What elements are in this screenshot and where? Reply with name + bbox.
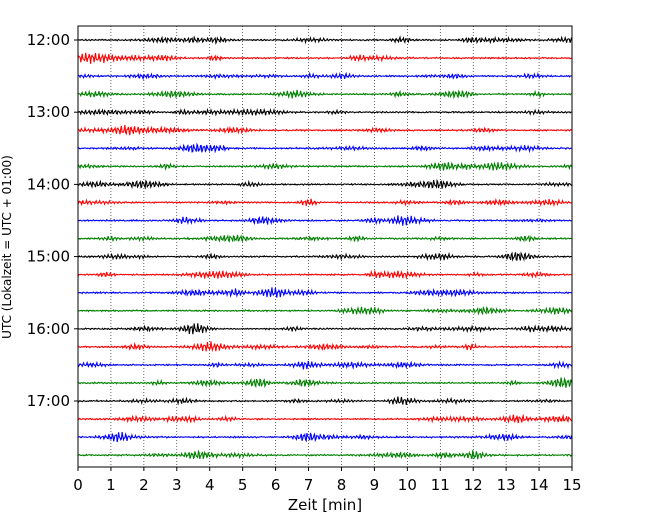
trace-line xyxy=(77,305,573,316)
x-tick-label: 4 xyxy=(205,476,215,494)
trace-line xyxy=(77,413,572,424)
trace-line xyxy=(77,360,573,370)
y-axis: 12:00 13:00 14:00 15:00 16:00 17:00 xyxy=(27,31,78,410)
x-axis-label: Zeit [min] xyxy=(288,496,362,514)
trace-line xyxy=(77,431,573,443)
trace-line xyxy=(77,124,572,136)
trace-line xyxy=(77,269,572,280)
trace-line xyxy=(77,449,572,460)
x-tick-label: 3 xyxy=(172,476,182,494)
x-tick-label: 15 xyxy=(562,476,581,494)
trace-line xyxy=(77,341,572,353)
y-tick-label: 13:00 xyxy=(27,103,70,121)
x-tick-label: 14 xyxy=(530,476,549,494)
x-tick-label: 1 xyxy=(106,476,116,494)
x-tick-label: 9 xyxy=(370,476,380,494)
trace-line xyxy=(77,52,572,64)
x-tick-label: 2 xyxy=(139,476,149,494)
plot-area xyxy=(78,26,572,467)
plot-frame xyxy=(77,25,573,468)
trace-line xyxy=(77,396,572,406)
trace-line xyxy=(77,234,572,243)
x-tick-label: 7 xyxy=(304,476,314,494)
seismic-traces xyxy=(77,35,573,460)
y-tick-label: 12:00 xyxy=(27,31,70,49)
y-tick-label: 16:00 xyxy=(27,320,70,338)
trace-line xyxy=(77,35,573,45)
y-tick-label: 17:00 xyxy=(27,392,70,410)
y-tick-label: 14:00 xyxy=(27,175,70,193)
trace-line xyxy=(77,178,572,190)
x-tick-label: 12 xyxy=(464,476,483,494)
trace-line xyxy=(77,89,572,100)
trace-line xyxy=(77,71,572,81)
y-tick-label: 15:00 xyxy=(27,248,70,266)
y-axis-label: UTC (Lokalzeit = UTC + 01:00) xyxy=(0,155,14,339)
trace-line xyxy=(77,251,572,262)
x-axis: 0 1 2 3 4 5 6 7 8 9 10 11 12 13 14 15 xyxy=(73,467,582,494)
trace-line xyxy=(77,323,572,335)
trace-line xyxy=(77,215,572,226)
x-tick-label: 6 xyxy=(271,476,281,494)
trace-line xyxy=(77,376,573,389)
x-tick-label: 13 xyxy=(497,476,516,494)
x-tick-label: 5 xyxy=(238,476,248,494)
x-tick-label: 8 xyxy=(337,476,347,494)
trace-line xyxy=(77,107,572,117)
trace-line xyxy=(77,161,572,171)
trace-line xyxy=(77,142,572,154)
x-tick-label: 0 xyxy=(73,476,83,494)
trace-line xyxy=(77,287,572,298)
x-tick-label: 10 xyxy=(398,476,417,494)
x-tick-label: 11 xyxy=(431,476,450,494)
trace-line xyxy=(77,197,572,208)
